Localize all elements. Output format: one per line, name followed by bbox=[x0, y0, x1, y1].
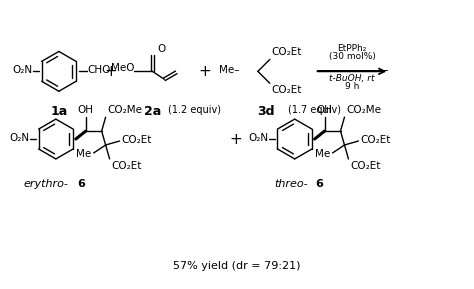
Text: (1.7 equiv): (1.7 equiv) bbox=[288, 105, 341, 115]
Text: CO₂Et: CO₂Et bbox=[121, 135, 152, 145]
Text: MeO: MeO bbox=[111, 63, 135, 73]
Text: EtPPh₂: EtPPh₂ bbox=[337, 45, 366, 53]
Text: 6: 6 bbox=[77, 179, 85, 189]
Text: CO₂Et: CO₂Et bbox=[272, 47, 302, 58]
Text: CO₂Me: CO₂Me bbox=[346, 105, 382, 115]
Text: (30 mol%): (30 mol%) bbox=[328, 52, 375, 61]
Text: (1.2 equiv): (1.2 equiv) bbox=[168, 105, 221, 115]
Text: Me–: Me– bbox=[219, 65, 240, 75]
Text: CO₂Et: CO₂Et bbox=[350, 161, 381, 171]
Text: O₂N: O₂N bbox=[13, 65, 33, 75]
Text: OH: OH bbox=[78, 105, 94, 115]
Text: O₂N: O₂N bbox=[10, 133, 30, 143]
Text: O: O bbox=[157, 45, 165, 54]
Text: threo-: threo- bbox=[274, 179, 308, 189]
Text: CO₂Et: CO₂Et bbox=[360, 135, 391, 145]
Text: +: + bbox=[199, 64, 211, 79]
Text: CHO: CHO bbox=[88, 65, 111, 75]
Text: 2a: 2a bbox=[144, 105, 161, 118]
Text: OH: OH bbox=[317, 105, 333, 115]
Text: 3d: 3d bbox=[257, 105, 274, 118]
Text: CO₂Et: CO₂Et bbox=[272, 85, 302, 95]
Text: O₂N: O₂N bbox=[249, 133, 269, 143]
Text: 9 h: 9 h bbox=[345, 82, 359, 91]
Text: 6: 6 bbox=[316, 179, 323, 189]
Text: erythro-: erythro- bbox=[24, 179, 69, 189]
Text: 1a: 1a bbox=[50, 105, 67, 118]
Text: +: + bbox=[229, 131, 242, 147]
Text: 57% yield (dr = 79:21): 57% yield (dr = 79:21) bbox=[173, 262, 301, 271]
Text: +: + bbox=[104, 64, 117, 79]
Text: Me: Me bbox=[315, 149, 330, 159]
Text: CO₂Et: CO₂Et bbox=[111, 161, 142, 171]
Text: CO₂Me: CO₂Me bbox=[108, 105, 143, 115]
Text: Me: Me bbox=[76, 149, 91, 159]
Text: t-BuOH, rt: t-BuOH, rt bbox=[329, 74, 374, 83]
